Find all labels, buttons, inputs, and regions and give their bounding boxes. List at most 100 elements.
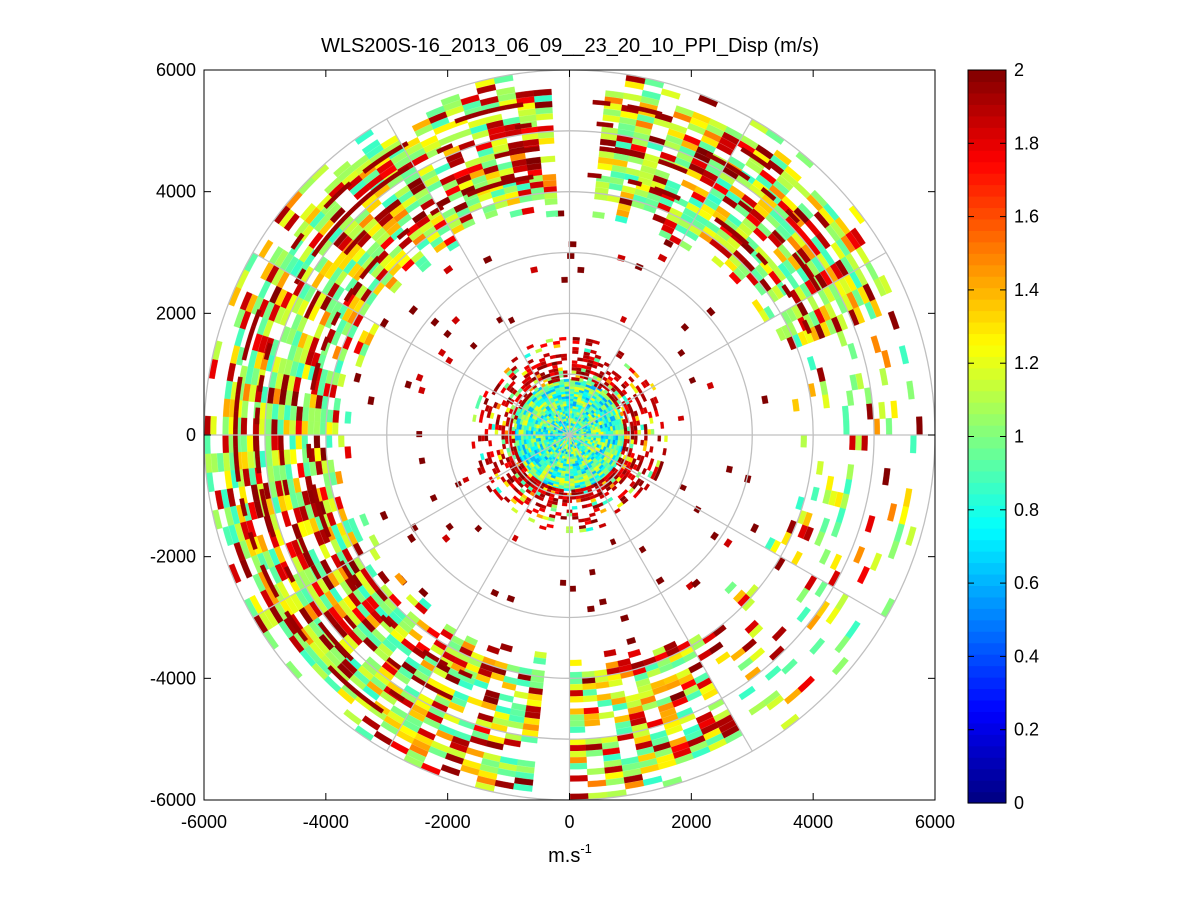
radar-cell	[582, 354, 590, 360]
radar-cell	[414, 255, 428, 268]
radar-cell	[662, 448, 667, 456]
radar-cell	[457, 679, 474, 691]
radar-cell	[800, 434, 807, 448]
colorbar-segment	[968, 780, 1006, 793]
radar-cell	[347, 262, 362, 278]
radar-cell	[552, 340, 561, 346]
radar-cell	[464, 635, 479, 647]
radar-cell	[337, 373, 347, 388]
radar-cell	[303, 519, 314, 536]
radar-cell	[664, 434, 668, 442]
radar-cell	[649, 458, 655, 466]
radar-cell	[278, 434, 284, 451]
radar-cell	[647, 470, 654, 479]
radar-cell	[332, 410, 340, 424]
radar-cell	[583, 707, 599, 715]
radar-cell	[741, 217, 758, 232]
radar-cell	[503, 366, 511, 374]
radar-cell	[306, 443, 312, 459]
radar-cell	[506, 384, 513, 392]
radar-cell	[586, 767, 606, 776]
radar-cell	[563, 488, 570, 492]
radar-cell	[489, 412, 495, 419]
radar-cell	[381, 638, 398, 653]
radar-cell	[599, 598, 607, 606]
colorbar-segment	[968, 516, 1006, 529]
radar-cell	[510, 356, 519, 364]
radar-cell	[484, 428, 489, 436]
radar-cell	[297, 521, 309, 538]
radar-cell	[563, 485, 570, 489]
radar-cell	[289, 449, 298, 465]
radar-cell	[471, 441, 476, 449]
radar-cell	[632, 420, 637, 427]
radar-cell	[611, 485, 618, 492]
radar-cell	[615, 434, 619, 441]
colorbar-tick-label: 2	[1014, 60, 1024, 80]
radar-cell	[569, 388, 575, 392]
radar-cell	[640, 164, 657, 175]
radar-cell	[509, 152, 526, 162]
radar-cell	[271, 434, 278, 451]
radar-cell	[540, 504, 547, 510]
radar-cell	[511, 430, 515, 436]
radar-cell	[617, 434, 621, 441]
radar-cell	[414, 602, 428, 615]
radar-cell	[916, 416, 923, 436]
colorbar-segment	[968, 241, 1006, 254]
radar-cell	[560, 353, 567, 358]
radar-cell	[504, 462, 510, 469]
radar-cell	[710, 531, 719, 541]
radar-cell	[353, 340, 364, 355]
radar-cell	[777, 262, 792, 278]
radar-cell	[377, 570, 390, 585]
radar-cell	[407, 533, 417, 544]
radar-cell	[569, 395, 574, 399]
x-axis-label-exponent: -1	[580, 841, 592, 856]
radar-cell	[620, 429, 624, 436]
radar-cell	[297, 462, 305, 478]
colorbar-tick-label: 1.6	[1014, 207, 1039, 227]
radar-cell	[325, 434, 333, 448]
radar-cell	[533, 386, 540, 393]
radar-cell	[377, 642, 394, 658]
radar-cell	[585, 338, 594, 344]
radar-cell	[384, 276, 398, 290]
radar-cell	[569, 720, 585, 727]
colorbar-segment	[968, 493, 1006, 506]
radar-cell	[505, 369, 513, 377]
radar-cell	[344, 446, 352, 459]
radar-cell	[688, 196, 704, 209]
radar-cell	[569, 708, 585, 715]
radar-cell	[642, 407, 648, 414]
colorbar-segment	[968, 699, 1006, 712]
radar-cell	[492, 401, 499, 409]
radar-cell	[499, 643, 513, 653]
radar-cell	[233, 411, 239, 430]
radar-cell	[416, 431, 423, 438]
radar-cell	[751, 299, 764, 313]
radar-cell	[612, 430, 616, 436]
radar-cell	[637, 429, 641, 436]
radar-cell	[619, 495, 627, 502]
radar-cell	[204, 415, 211, 436]
colorbar-segment	[968, 436, 1006, 449]
radar-cell	[446, 240, 461, 252]
radar-cell	[539, 525, 547, 531]
radar-cell	[541, 173, 557, 182]
radar-cell	[334, 470, 344, 485]
radar-cell	[569, 689, 584, 697]
y-tick-label: 0	[186, 425, 196, 445]
radar-cell	[499, 459, 505, 466]
radar-cell	[283, 404, 291, 421]
colorbar-segment	[968, 459, 1006, 472]
radar-cell	[514, 391, 521, 398]
radar-cell	[565, 393, 570, 397]
radar-cell	[610, 434, 614, 440]
radar-cell	[626, 636, 637, 645]
radar-cell	[630, 439, 635, 445]
radar-cell	[576, 498, 582, 503]
radar-cell	[500, 387, 507, 394]
radar-cell	[562, 495, 568, 500]
radar-cell	[623, 380, 630, 388]
